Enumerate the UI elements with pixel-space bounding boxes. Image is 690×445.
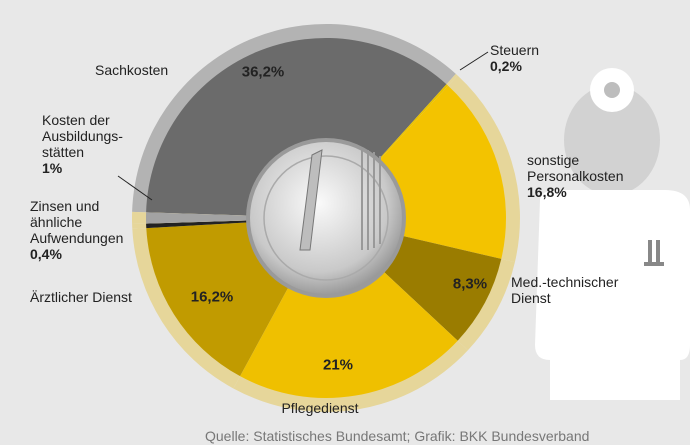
leader-line: [459, 51, 489, 71]
value-label: 0,4%: [30, 246, 62, 262]
euro-coin: [246, 138, 406, 298]
value-label: 1%: [42, 160, 63, 176]
pie-slice: [146, 37, 447, 218]
value-label: 8,3%: [452, 275, 488, 293]
category-label: Sachkosten: [95, 62, 169, 78]
category-label: Steuern 0,2%: [490, 42, 540, 74]
value-label: 36,2%: [241, 63, 285, 81]
pie-slice: [146, 212, 326, 224]
value-label: 16,2%: [190, 288, 234, 306]
source: Quelle: Statistisches Bundesamt; Grafik:…: [205, 428, 590, 444]
category-label: Ärztlicher Dienst: [30, 289, 132, 305]
pie-slice: [240, 218, 458, 399]
category-label: Med.-technischer Dienst: [511, 274, 619, 306]
leader-line: [117, 175, 153, 201]
value-label: 21%: [322, 356, 354, 374]
category-label: Pflegedienst: [281, 400, 359, 416]
category-label: Kosten der Ausbildungs- stätten 1%: [42, 112, 123, 176]
value-label: 0,2%: [490, 58, 522, 74]
doctor-silhouette: [535, 68, 690, 400]
category-label: sonstige Personalkosten 16,8%: [527, 152, 624, 200]
category-label: Zinsen und ähnliche Aufwendungen 0,4%: [30, 198, 124, 262]
value-label: 16,8%: [527, 184, 567, 200]
